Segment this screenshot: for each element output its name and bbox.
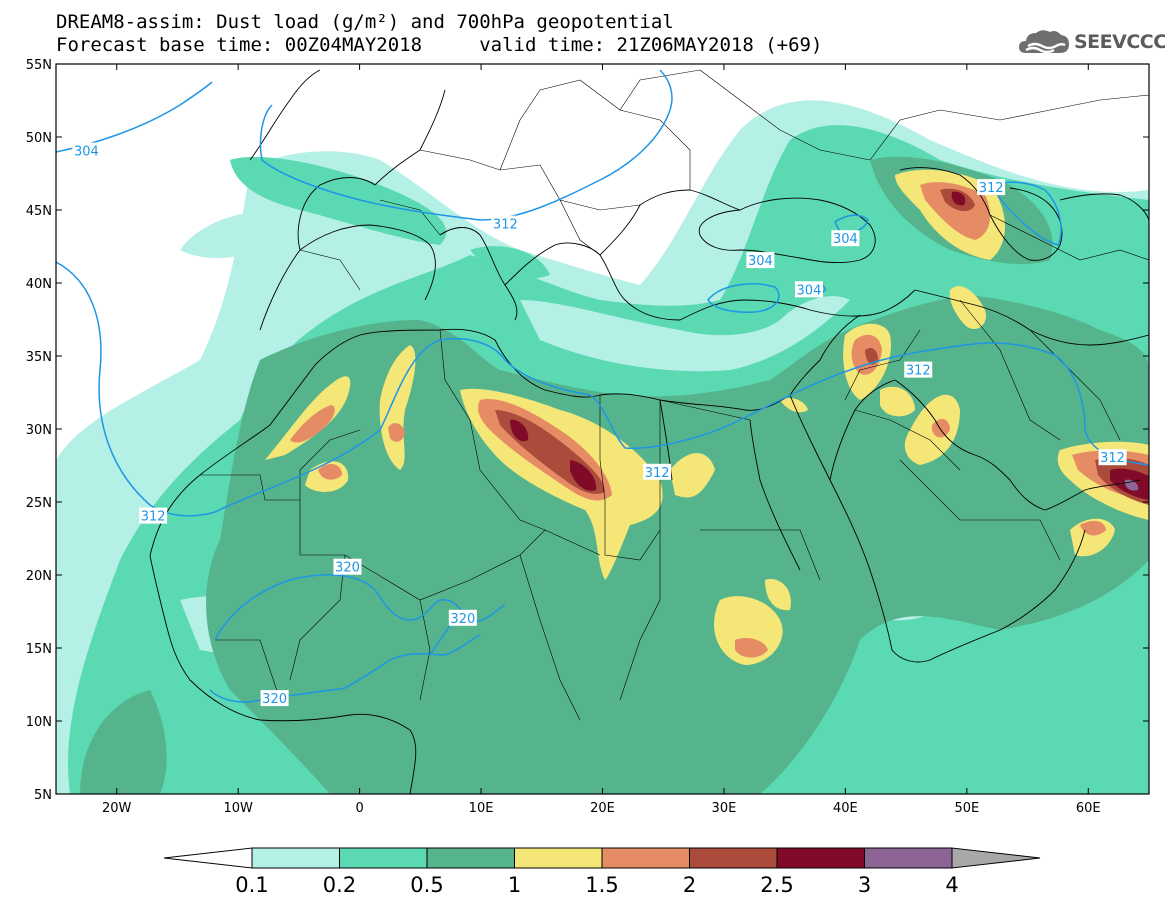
svg-text:312: 312 (645, 466, 670, 481)
latitude-axis: 5N 10N 15N 20N 25N 30N 35N 40N 45N 50N 55N (26, 58, 1149, 803)
colorbar-under-triangle (163, 847, 253, 869)
forecast-time-subtitle: Forecast base time: 00Z04MAY2018 valid t… (56, 34, 823, 56)
colorbar-segment (776, 847, 865, 869)
colorbar-segment (601, 847, 690, 869)
lat-tick-label: 45N (26, 204, 52, 219)
svg-text:304: 304 (748, 254, 773, 269)
lat-tick-label: 20N (26, 569, 52, 584)
svg-text:320: 320 (262, 692, 287, 707)
lat-tick-label: 50N (26, 131, 52, 146)
svg-text:312: 312 (141, 510, 166, 525)
contour-label: 320 (448, 609, 477, 627)
contour-label: 304 (831, 230, 860, 247)
colorbar-label: 4 (945, 873, 958, 897)
map-title: DREAM8-assim: Dust load (g/m²) and 700hP… (56, 11, 674, 33)
contour-label: 312 (491, 215, 520, 233)
contour-label: 312 (977, 179, 1006, 196)
lon-tick-label: 60E (1076, 801, 1101, 816)
colorbar-label: 0.2 (323, 873, 356, 897)
lat-tick-label: 15N (26, 642, 52, 657)
cloud-logo-icon (1019, 30, 1069, 54)
contour-labels: 304 312 304 304 304 312 312 312 312 312 320 320 320 (72, 142, 1127, 707)
contour-label: 320 (260, 690, 289, 707)
lon-tick-label: 40E (833, 801, 858, 816)
colorbar-segment (426, 847, 515, 869)
svg-text:304: 304 (833, 232, 858, 247)
svg-text:312: 312 (906, 364, 931, 379)
contour-label: 312 (139, 507, 168, 525)
colorbar-segment (339, 847, 428, 869)
colorbar-label: 1 (508, 873, 521, 897)
contour-label: 312 (643, 463, 672, 481)
colorbar-label: 0.5 (410, 873, 443, 897)
colorbar-segment (514, 847, 603, 869)
colorbar-over-triangle (951, 847, 1041, 869)
lon-tick-label: 20W (102, 801, 132, 816)
colorbar-segment (864, 847, 953, 869)
geopotential-contours (56, 69, 1149, 703)
svg-text:312: 312 (1100, 451, 1125, 466)
dust-load-field (56, 100, 1149, 794)
svg-text:304: 304 (74, 145, 99, 160)
colorbar-label: 3 (858, 873, 871, 897)
country-borders (200, 69, 1149, 721)
colorbar: 0.1 0.2 0.5 1 1.5 2 2.5 3 4 (163, 847, 1041, 897)
colorbar-label: 2.5 (760, 873, 793, 897)
svg-text:320: 320 (450, 612, 475, 627)
colorbar-segment (251, 847, 340, 869)
svg-text:304: 304 (797, 283, 822, 298)
logo-text: SEEVCCC (1074, 31, 1165, 53)
lat-tick-label: 55N (26, 58, 52, 73)
lat-tick-label: 40N (26, 277, 52, 292)
lat-tick-label: 10N (26, 715, 52, 730)
lat-tick-label: 35N (26, 350, 52, 365)
colorbar-label: 1.5 (585, 873, 618, 897)
contour-label: 304 (746, 252, 775, 269)
colorbar-segment (689, 847, 778, 869)
colorbar-label: 2 (683, 873, 696, 897)
svg-text:312: 312 (979, 181, 1004, 196)
contour-label: 320 (333, 558, 362, 576)
colorbar-label: 0.1 (235, 873, 268, 897)
svg-text:320: 320 (335, 561, 360, 576)
lon-tick-label: 20E (590, 801, 615, 816)
lon-tick-label: 10E (469, 801, 494, 816)
contour-label: 304 (794, 281, 823, 298)
lat-tick-label: 5N (34, 788, 52, 803)
svg-text:312: 312 (493, 218, 518, 233)
lat-tick-label: 30N (26, 423, 52, 438)
contour-label: 304 (72, 142, 101, 160)
seevccc-logo: SEEVCCC (1018, 27, 1165, 57)
lon-tick-label: 50E (954, 801, 979, 816)
contour-label: 312 (904, 361, 933, 379)
lon-tick-label: 0 (355, 801, 363, 816)
longitude-axis: 20W 10W 0 10E 20E 30E 40E 50E 60E (102, 64, 1101, 816)
lon-tick-label: 10W (223, 801, 253, 816)
lat-tick-label: 25N (26, 496, 52, 511)
contour-label: 312 (1098, 449, 1127, 466)
lon-tick-label: 30E (712, 801, 737, 816)
